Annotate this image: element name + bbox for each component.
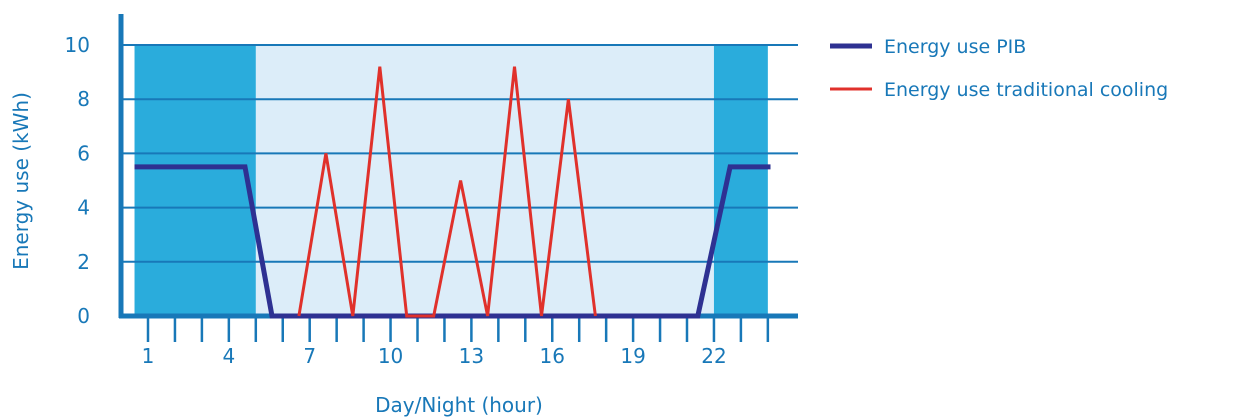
x-tick-labels: 1 4 7 10 13 16 19 22 xyxy=(142,344,727,368)
legend-label-traditional: Energy use traditional cooling xyxy=(884,79,1168,101)
background-bands xyxy=(134,45,768,316)
gridlines xyxy=(121,44,798,263)
x-tick-label-22: 22 xyxy=(701,344,726,368)
y-tick-label-2: 2 xyxy=(77,250,90,274)
series-line-pib xyxy=(134,164,771,319)
y-axis-title: Energy use (kWh) xyxy=(9,92,33,270)
x-tick-label-10: 10 xyxy=(378,344,403,368)
legend: Energy use PIB Energy use traditional co… xyxy=(830,36,1168,101)
y-tick-label-0: 0 xyxy=(77,304,90,328)
x-tick-label-7: 7 xyxy=(303,344,316,368)
day-band xyxy=(255,45,714,316)
x-tick-label-13: 13 xyxy=(459,344,484,368)
y-tick-label-4: 4 xyxy=(77,196,90,220)
night-band-1 xyxy=(134,45,256,316)
legend-label-pib: Energy use PIB xyxy=(884,36,1026,58)
x-tick-label-19: 19 xyxy=(620,344,645,368)
x-axis-title: Day/Night (hour) xyxy=(375,393,543,417)
series-lines xyxy=(134,66,771,319)
x-tick-label-16: 16 xyxy=(540,344,565,368)
x-tick-label-1: 1 xyxy=(142,344,155,368)
y-tick-label-10: 10 xyxy=(65,33,90,57)
series-line-traditional-cooling xyxy=(297,66,597,318)
x-tick-label-4: 4 xyxy=(222,344,235,368)
y-tick-label-6: 6 xyxy=(77,141,90,165)
y-tick-labels: 0 2 4 6 8 10 xyxy=(65,33,90,328)
night-band-2 xyxy=(713,45,768,316)
y-tick-label-8: 8 xyxy=(77,87,90,111)
x-ticks xyxy=(146,316,770,342)
